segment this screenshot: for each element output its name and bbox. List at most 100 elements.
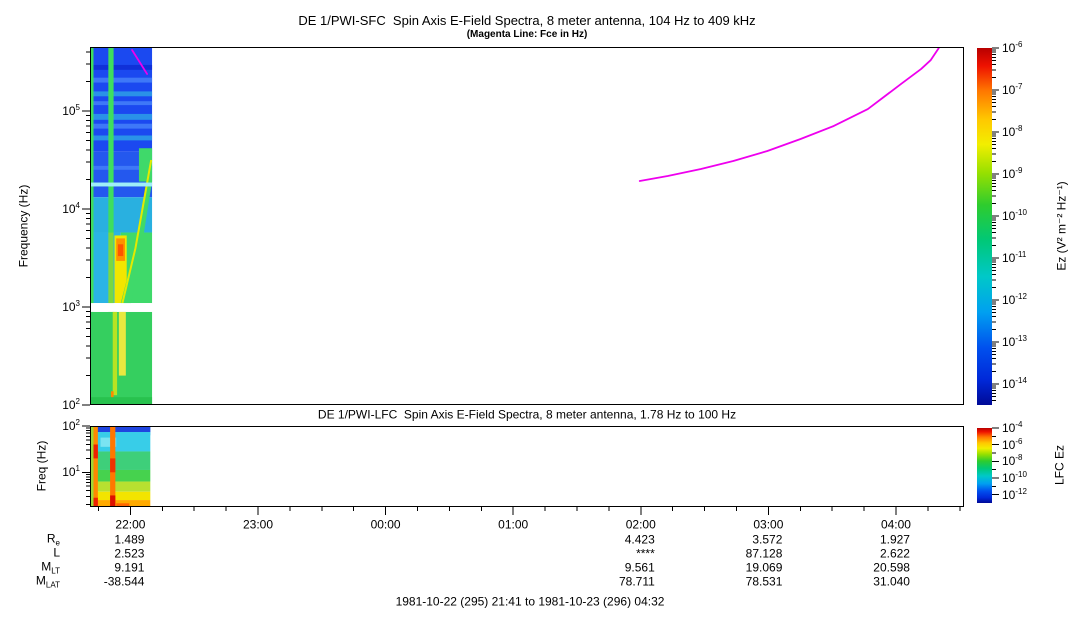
ephemeris-value: 4.423	[624, 532, 655, 547]
lfc-y-tick-label: 102	[62, 418, 80, 434]
ephemeris-value: 78.531	[745, 574, 783, 589]
ephemeris-row-label-mlat: MLAT	[36, 574, 60, 589]
sfc-spectrogram-feature	[90, 397, 153, 405]
sfc-colorbar-tick-label: 10-6	[1002, 40, 1023, 56]
label-subscript: e	[55, 538, 60, 548]
sfc-spectrogram-feature	[90, 101, 153, 106]
lfc-y-axis-label: Freq (Hz)	[34, 440, 49, 492]
sfc-spectrogram-feature	[90, 303, 153, 312]
lfc-panel-border	[90, 426, 964, 507]
sfc-spectrogram-feature	[90, 64, 153, 70]
ephemeris-row-label-re: Re	[47, 532, 60, 547]
lfc-title: DE 1/PWI-LFC Spin Axis E-Field Spectra, …	[317, 407, 737, 422]
lfc-spectrogram-feature	[110, 458, 116, 473]
time-tick-label: 01:00	[498, 517, 529, 532]
x-ticks	[98, 507, 961, 515]
ephemeris-value: 1.489	[114, 532, 145, 547]
sfc-y-tick-label: 103	[62, 299, 80, 315]
sfc-spectrogram-feature	[112, 311, 118, 396]
sfc-colorbar-tick-label: 10-13	[1002, 334, 1027, 350]
sfc-colorbar-tick-label: 10-9	[1002, 166, 1023, 182]
sfc-spectrogram-feature	[118, 311, 126, 376]
fce-line	[131, 49, 148, 75]
ephemeris-value: 2.523	[114, 546, 145, 561]
label-subscript: LAT	[45, 580, 60, 590]
time-tick-label: 04:00	[880, 517, 911, 532]
lfc-colorbar-tick-label: 10-12	[1002, 486, 1027, 502]
sfc-y-tick-label: 104	[62, 201, 80, 217]
lfc-y-tick-label: 101	[62, 464, 80, 480]
ephemeris-value: ****	[636, 546, 655, 561]
sfc-spectrogram-feature	[108, 232, 114, 312]
label-base: R	[46, 531, 56, 546]
label-base: M	[41, 559, 52, 574]
sfc-spectrogram-feature	[90, 182, 153, 187]
ephemeris-value: 87.128	[745, 546, 783, 561]
ephemeris-value: 20.598	[873, 560, 910, 575]
sfc-spectrogram-feature	[90, 123, 153, 129]
sfc-y-tick-label: 105	[62, 103, 80, 119]
time-tick-label: 03:00	[753, 517, 784, 532]
ephemeris-value: -38.544	[103, 574, 145, 589]
time-tick-label: 00:00	[370, 517, 401, 532]
lfc-colorbar-label: LFC Ez	[1052, 444, 1067, 486]
lfc-spectrogram-feature	[100, 437, 117, 447]
label-base: M	[35, 573, 46, 588]
sfc-title: DE 1/PWI-SFC Spin Axis E-Field Spectra, …	[298, 13, 756, 29]
lfc-spectrogram-feature	[93, 497, 98, 507]
lfc-spectrogram	[90, 426, 151, 507]
sfc-colorbar-tick-label: 10-14	[1002, 376, 1027, 392]
sfc-spectrogram-feature	[120, 159, 153, 308]
time-tick-label: 02:00	[625, 517, 656, 532]
lfc-colorbar-tick-label: 10-4	[1002, 420, 1023, 436]
sfc-colorbar-tick-label: 10-7	[1002, 82, 1023, 98]
lfc-colorbar-ticks	[992, 427, 999, 496]
sfc-colorbar-ticks	[992, 47, 999, 402]
ephemeris-value: 31.040	[873, 574, 910, 589]
sfc-colorbar-tick-label: 10-8	[1002, 124, 1023, 140]
lfc-spectrogram-feature	[90, 426, 94, 507]
label-subscript: LT	[51, 566, 60, 576]
lfc-spectrogram-feature	[116, 503, 130, 507]
lfc-spectrogram-feature	[93, 444, 98, 459]
lfc-spectrogram-feature	[90, 481, 151, 492]
lfc-spectrogram-feature	[93, 426, 98, 507]
lfc-spectrogram-feature	[96, 426, 151, 433]
sfc-spectrogram-feature	[117, 244, 124, 257]
sfc-y-axis-label: Frequency (Hz)	[16, 184, 31, 268]
sfc-spectrogram-feature	[90, 47, 94, 312]
sfc-spectrogram-feature	[90, 165, 153, 170]
time-tick-label: 23:00	[242, 517, 273, 532]
ephemeris-value: 19.069	[745, 560, 783, 575]
lfc-spectrogram-feature	[90, 451, 151, 470]
time-tick-label: 22:00	[115, 517, 146, 532]
ephemeris-value: 78.711	[618, 574, 655, 589]
sfc-colorbar-tick-label: 10-11	[1002, 250, 1027, 266]
lfc-spectrogram-feature	[90, 432, 151, 452]
lfc-spectrogram-feature	[90, 491, 151, 501]
lfc-spectrogram-feature	[110, 495, 116, 507]
lfc-spectrogram-feature	[90, 469, 151, 482]
sfc-spectrogram-feature	[90, 135, 153, 141]
fce-line	[638, 47, 940, 182]
sfc-spectrogram-feature	[119, 148, 153, 307]
label-base: L	[53, 545, 60, 560]
ephemeris-value: 9.191	[114, 560, 145, 575]
sfc-subtitle: (Magenta Line: Fce in Hz)	[466, 28, 588, 40]
sfc-colorbar-tick-label: 10-12	[1002, 292, 1027, 308]
ephemeris-value: 1.927	[879, 532, 910, 547]
sfc-spectrogram-feature	[108, 47, 114, 233]
time-range-footer: 1981-10-22 (295) 21:41 to 1981-10-23 (29…	[395, 594, 665, 609]
sfc-colorbar-tick-label: 10-10	[1002, 208, 1027, 224]
sfc-spectrogram-feature	[90, 113, 153, 120]
sfc-y-ticks	[82, 51, 90, 406]
sfc-spectrogram-feature	[90, 91, 153, 97]
sfc-panel-border	[90, 47, 964, 405]
ephemeris-value: 3.572	[752, 532, 783, 547]
lfc-colorbar-tick-label: 10-10	[1002, 470, 1027, 486]
sfc-colorbar-label: Ez (V² m⁻² Hz⁻¹)	[1054, 181, 1069, 271]
ephemeris-row-label-mlt: MLT	[41, 560, 60, 575]
lfc-colorbar-tick-label: 10-8	[1002, 453, 1023, 469]
